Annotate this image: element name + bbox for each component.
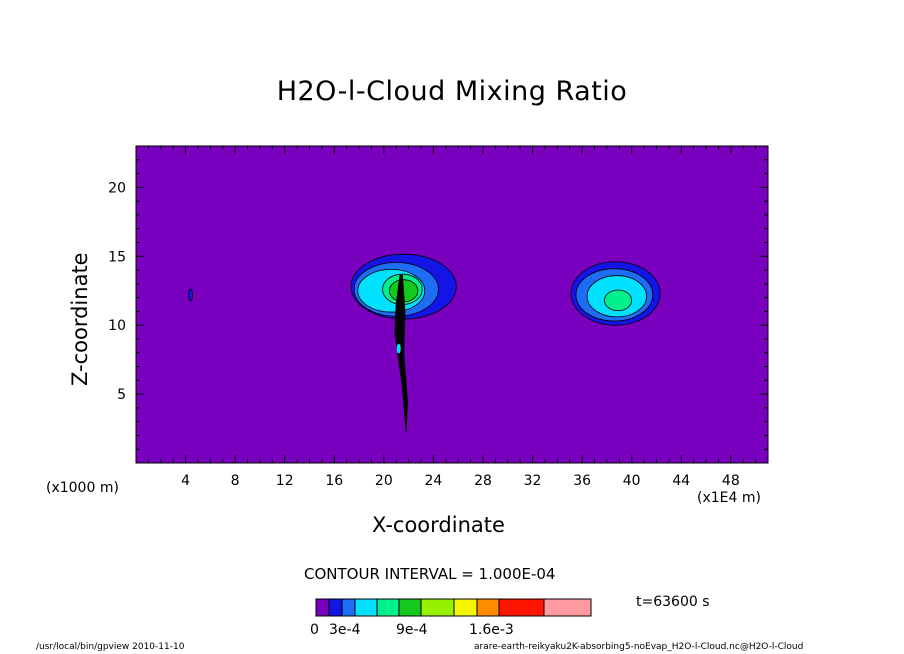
small-contour — [188, 288, 193, 302]
plot-area — [136, 146, 768, 463]
x-tick-label: 32 — [524, 473, 542, 489]
chart-title: H2O-l-Cloud Mixing Ratio — [276, 76, 628, 107]
colorbar-cell-9 — [498, 598, 545, 617]
y-tick-label: 5 — [117, 387, 126, 403]
x-tick-label: 40 — [623, 473, 641, 489]
colorbar — [315, 598, 592, 617]
colorbar-cell-5 — [398, 598, 422, 617]
y-tick-label: 10 — [108, 318, 126, 334]
y-axis-label: Z-coordinate — [68, 252, 92, 386]
colorbar-cell-10 — [543, 598, 592, 617]
x-tick-label: 8 — [231, 473, 240, 489]
x-tick-label: 48 — [722, 473, 740, 489]
y-unit-label: (x1000 m) — [46, 480, 119, 496]
colorbar-cell-4 — [376, 598, 400, 617]
colorbar-cell-1 — [328, 598, 343, 617]
x-tick-label: 24 — [424, 473, 442, 489]
x-tick-label: 28 — [474, 473, 492, 489]
colorbar-label-0: 0 — [310, 622, 319, 638]
x-tick-label: 36 — [573, 473, 591, 489]
x-tick-label: 4 — [181, 473, 190, 489]
plot-frame — [135, 145, 769, 464]
contour-interval-text: CONTOUR INTERVAL = 1.000E-04 — [304, 565, 556, 583]
colorbar-cell-3 — [354, 598, 378, 617]
colorbar-label-3: 1.6e-3 — [469, 622, 514, 638]
footer-left: /usr/local/bin/gpview 2010-11-10 — [36, 642, 185, 652]
time-label: t=63600 s — [636, 594, 710, 610]
x-tick-label: 44 — [672, 473, 690, 489]
x-tick-label: 16 — [325, 473, 343, 489]
colorbar-cell-7 — [453, 598, 478, 617]
y-tick-label: 20 — [108, 180, 126, 196]
colorbar-label-1: 3e-4 — [329, 622, 361, 638]
colorbar-label-2: 9e-4 — [396, 622, 428, 638]
colorbar-cell-0 — [315, 598, 330, 617]
colorbar-cell-8 — [476, 598, 500, 617]
x-unit-label: (x1E4 m) — [697, 490, 761, 506]
colorbar-cell-6 — [420, 598, 455, 617]
stalk — [394, 275, 408, 432]
cloud-east-contour-4 — [604, 289, 633, 312]
footer-right: arare-earth-reikyaku2K-absorbing5-noEvap… — [474, 642, 804, 652]
y-tick-label: 15 — [108, 249, 126, 265]
colorbar-cell-2 — [341, 598, 356, 617]
x-tick-label: 12 — [276, 473, 294, 489]
x-tick-label: 20 — [375, 473, 393, 489]
x-axis-label: X-coordinate — [372, 513, 505, 537]
background-fill — [136, 146, 768, 463]
stalk-light-spot — [396, 343, 401, 354]
